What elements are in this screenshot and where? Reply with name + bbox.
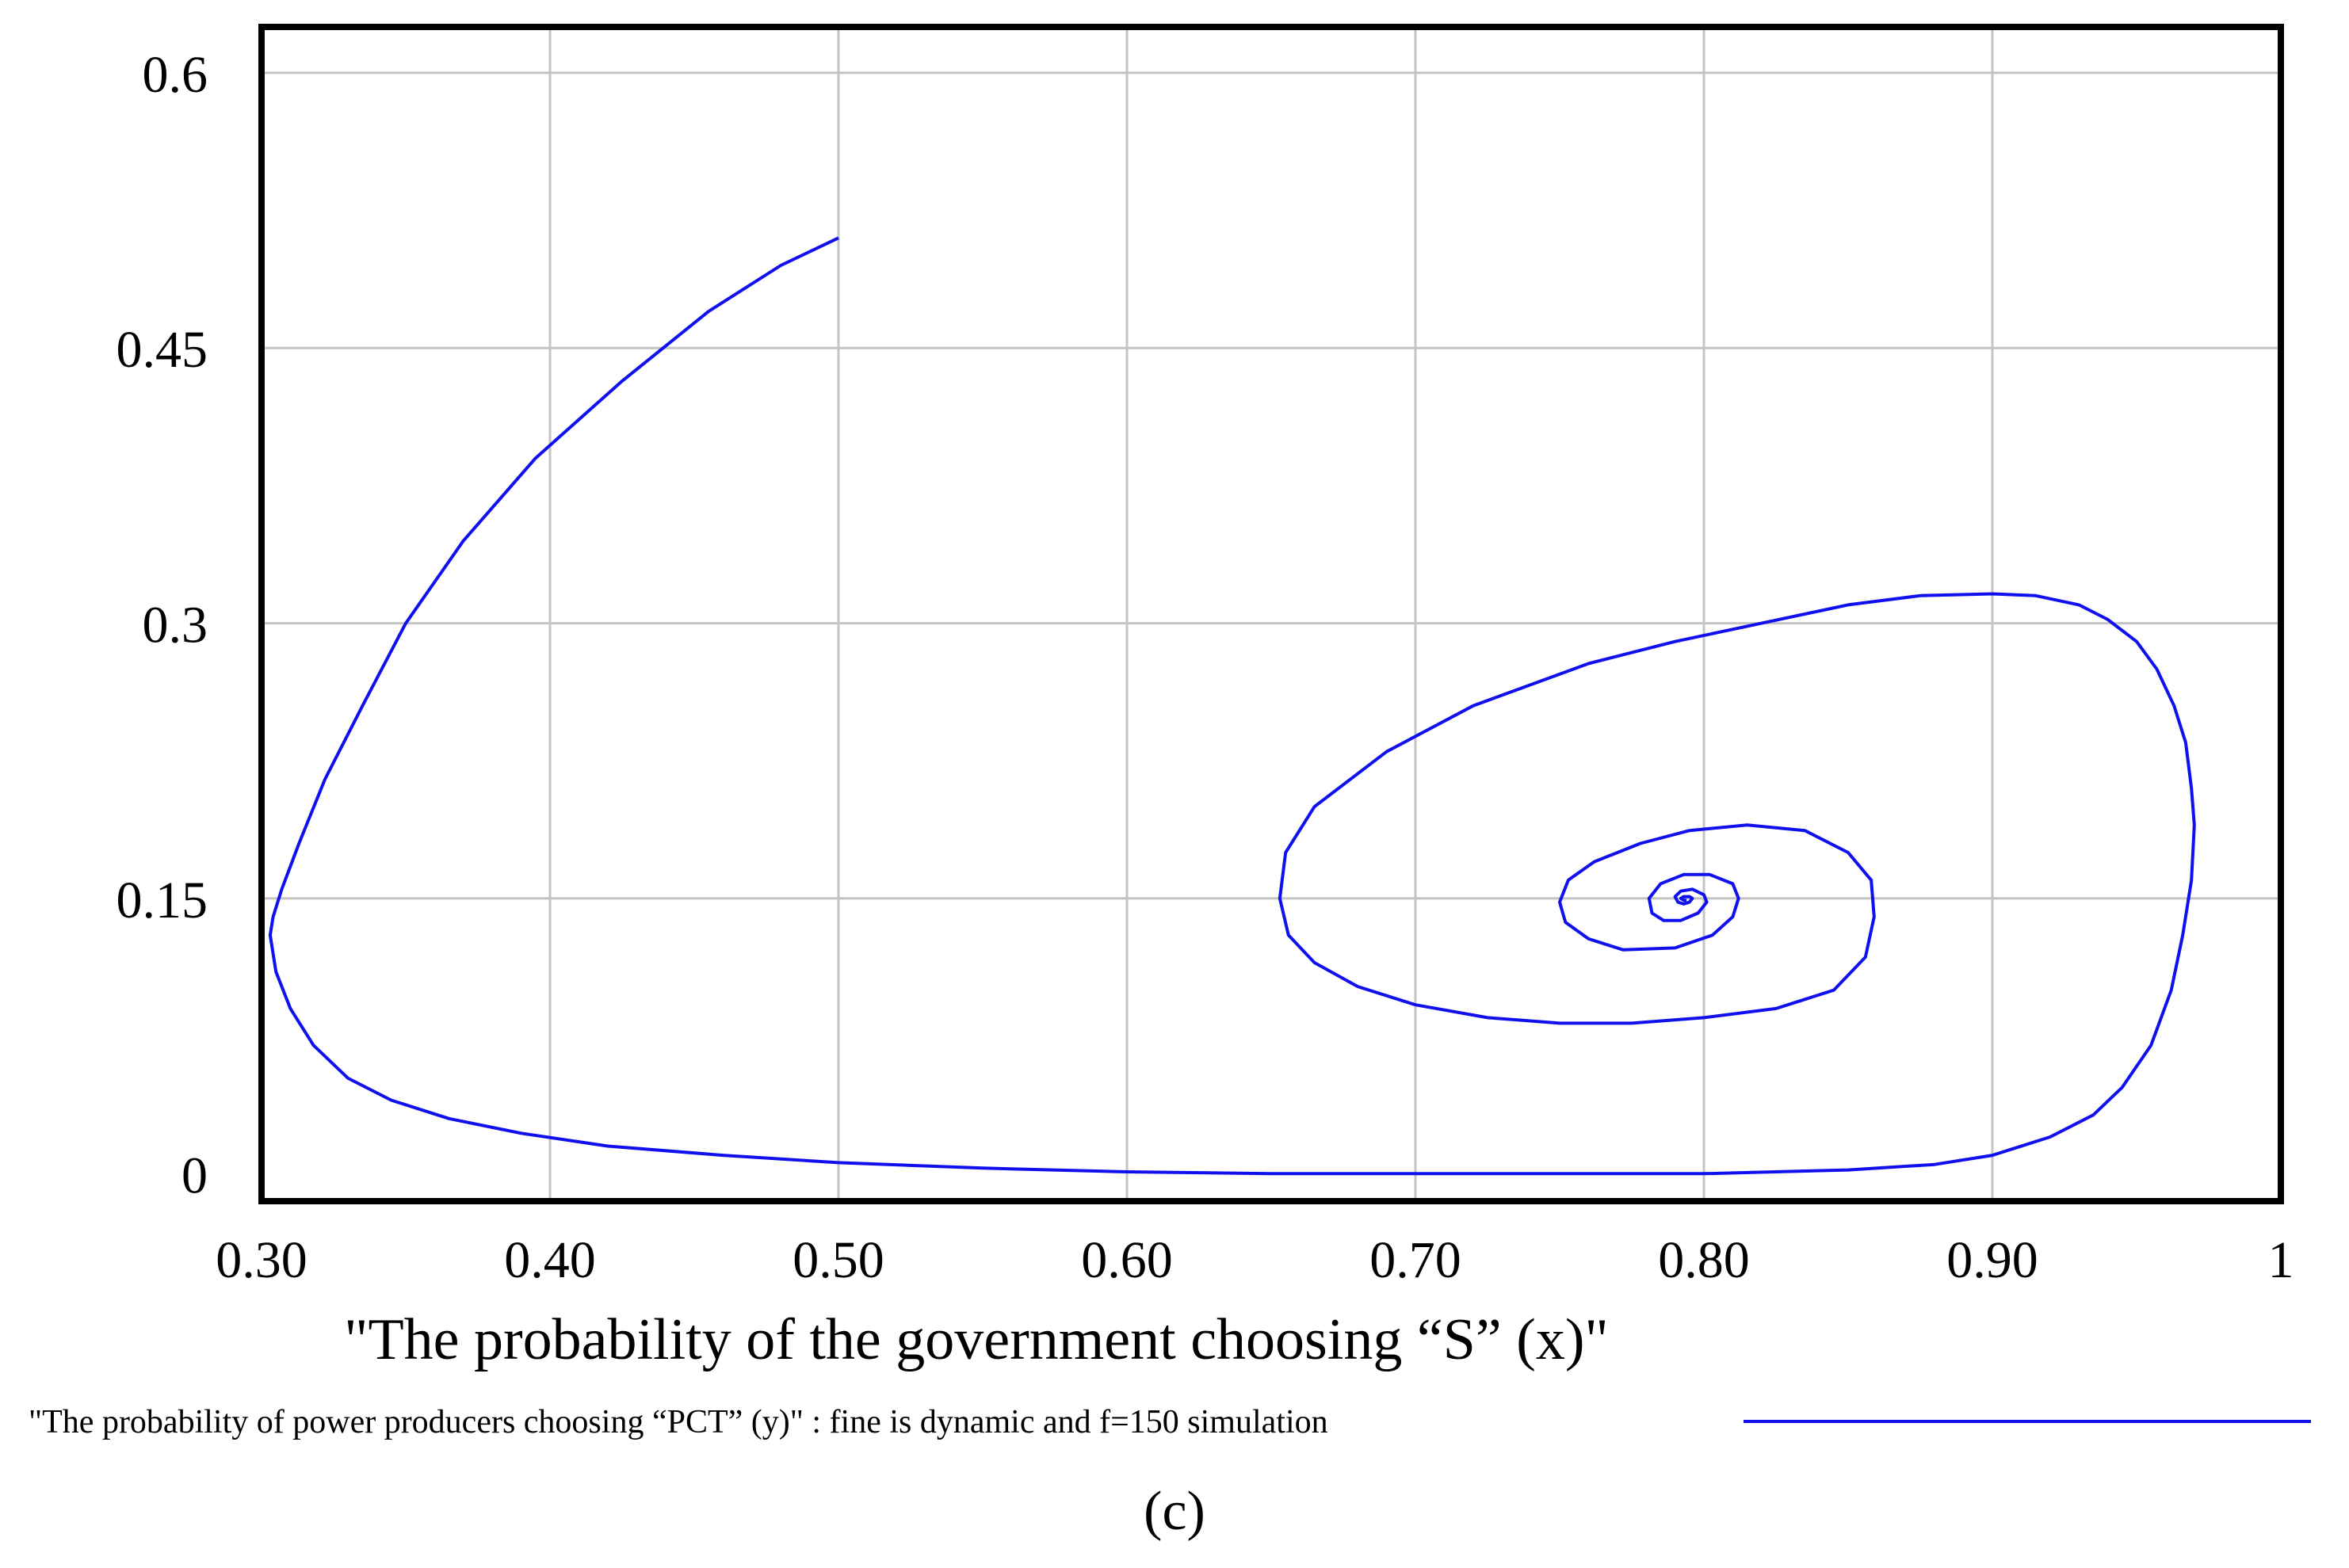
x-tick-label: 0.40 [504, 1231, 596, 1289]
y-tick-label: 0.6 [143, 46, 208, 104]
trajectory-line [268, 236, 2196, 1176]
x-tick-label: 0.90 [1946, 1231, 2038, 1289]
y-tick-label: 0.3 [143, 597, 208, 654]
x-tick-label: 1 [2268, 1231, 2294, 1289]
panel-label: (c) [1144, 1481, 1205, 1542]
grid-lines [262, 27, 2281, 1201]
y-tick-label: 0 [181, 1146, 208, 1204]
y-tick-label: 0.45 [116, 321, 208, 379]
x-tick-label: 0.50 [793, 1231, 884, 1289]
x-tick-label: 0.30 [216, 1231, 307, 1289]
x-axis-label: "The probability of the government choos… [344, 1307, 1609, 1372]
x-tick-label: 0.60 [1081, 1231, 1173, 1289]
plot-frame [258, 24, 2284, 1204]
x-axis-ticks: 0.30 0.40 0.50 0.60 0.70 0.80 0.90 1 [216, 1231, 2294, 1289]
legend-label: "The probability of power producers choo… [29, 1404, 1328, 1440]
y-axis-ticks: 0 0.15 0.3 0.45 0.6 [116, 46, 208, 1204]
x-tick-label: 0.80 [1658, 1231, 1750, 1289]
x-tick-label: 0.70 [1369, 1231, 1461, 1289]
y-tick-label: 0.15 [116, 872, 208, 929]
